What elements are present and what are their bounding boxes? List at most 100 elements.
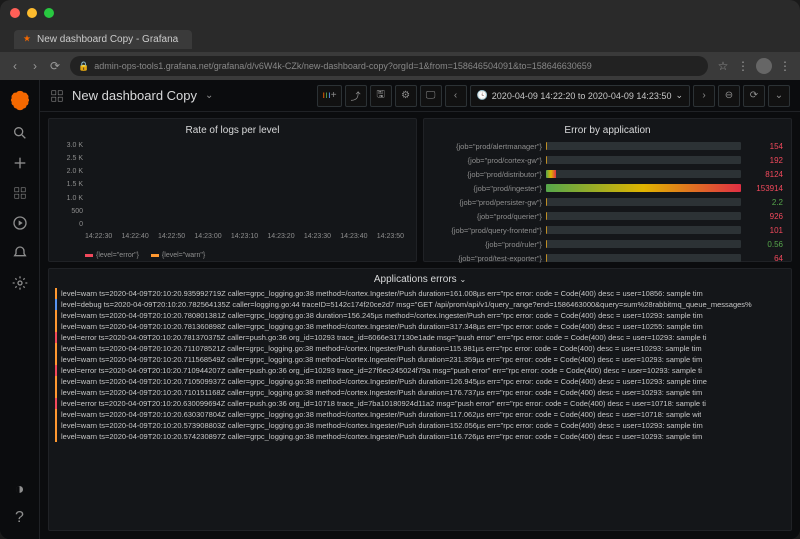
- menu-icon[interactable]: ⋮: [778, 59, 792, 73]
- app-value: 64: [745, 254, 783, 263]
- log-line[interactable]: level=warn ts=2020-04-09T20:10:20.780801…: [55, 310, 785, 321]
- app-bar: [546, 254, 741, 262]
- back-icon[interactable]: ‹: [8, 59, 22, 73]
- app-bar: [546, 156, 741, 164]
- dashboard-title[interactable]: New dashboard Copy: [72, 88, 197, 103]
- time-range-text: 2020-04-09 14:22:20 to 2020-04-09 14:23:…: [492, 91, 672, 101]
- log-line[interactable]: level=warn ts=2020-04-09T20:10:20.630307…: [55, 409, 785, 420]
- app-label: {job="prod/persister-gw"}: [432, 198, 542, 207]
- log-line[interactable]: level=error ts=2020-04-09T20:10:20.71094…: [55, 365, 785, 376]
- log-text: level=warn ts=2020-04-09T20:10:20.710151…: [61, 387, 702, 398]
- app-row[interactable]: {job="prod/cortex-gw"}192: [432, 154, 783, 166]
- app-bar: [546, 142, 741, 150]
- app-value: 101: [745, 226, 783, 235]
- chart-legend: {level="error"} {level="warn"}: [57, 250, 408, 259]
- app-row[interactable]: {job="prod/persister-gw"} 2.2: [432, 196, 783, 208]
- app-label: {job="prod/distributor"}: [432, 170, 542, 179]
- cycle-view-button[interactable]: 🖵: [420, 85, 442, 107]
- app-row[interactable]: {job="prod/ruler"} 0.56: [432, 238, 783, 250]
- app-value: 0.56: [745, 240, 783, 249]
- log-line[interactable]: level=warn ts=2020-04-09T20:10:20.710509…: [55, 376, 785, 387]
- reload-icon[interactable]: ⟳: [48, 59, 62, 73]
- log-level-indicator: [55, 387, 57, 398]
- share-button[interactable]: ⤴: [345, 85, 367, 107]
- app-row[interactable]: {job="prod/test-exporter"}64: [432, 252, 783, 264]
- log-line[interactable]: level=error ts=2020-04-09T20:10:20.63009…: [55, 398, 785, 409]
- log-line[interactable]: level=warn ts=2020-04-09T20:10:20.711568…: [55, 354, 785, 365]
- panel-title[interactable]: Applications errors ⌄: [55, 273, 785, 288]
- app-label: {job="prod/ruler"}: [432, 240, 542, 249]
- app-bar: [546, 184, 741, 192]
- legend-item[interactable]: {level="warn"}: [151, 252, 205, 259]
- profile-icon[interactable]: ◑: [11, 481, 29, 499]
- app-row[interactable]: {job="prod/ingester"}153914: [432, 182, 783, 194]
- configuration-icon[interactable]: [11, 274, 29, 292]
- tab-title: New dashboard Copy - Grafana: [37, 34, 178, 45]
- app-value: 2.2: [745, 198, 783, 207]
- refresh-button[interactable]: ⟳: [743, 85, 765, 107]
- explore-icon[interactable]: [11, 214, 29, 232]
- url-text: admin-ops-tools1.grafana.net/grafana/d/v…: [94, 61, 592, 71]
- minimize-window-button[interactable]: [27, 8, 37, 18]
- save-button[interactable]: 🖫: [370, 85, 392, 107]
- star-icon[interactable]: ☆: [716, 59, 730, 73]
- log-text: level=warn ts=2020-04-09T20:10:20.781360…: [61, 321, 703, 332]
- grafana-logo[interactable]: [9, 90, 31, 112]
- log-line[interactable]: level=warn ts=2020-04-09T20:10:20.781360…: [55, 321, 785, 332]
- time-back-button[interactable]: ‹: [445, 85, 467, 107]
- refresh-interval-button[interactable]: ⌄: [768, 85, 790, 107]
- log-level-indicator: [55, 354, 57, 365]
- log-level-indicator: [55, 310, 57, 321]
- x-axis: 14:22:3014:22:4014:22:5014:23:0014:23:10…: [85, 233, 404, 240]
- panel-title[interactable]: Rate of logs per level: [57, 123, 408, 138]
- url-field[interactable]: 🔒 admin-ops-tools1.grafana.net/grafana/d…: [70, 56, 708, 76]
- window-titlebar: [0, 0, 800, 26]
- dashboard-toolbar: New dashboard Copy ⌄ ııı+ ⤴ 🖫 ⚙ 🖵 ‹ 🕓 20…: [40, 80, 800, 112]
- log-line[interactable]: level=warn ts=2020-04-09T20:10:20.935992…: [55, 288, 785, 299]
- create-icon[interactable]: [11, 154, 29, 172]
- legend-item[interactable]: {level="error"}: [85, 252, 139, 259]
- log-level-indicator: [55, 288, 57, 299]
- error-by-application-panel: Error by application {job="prod/alertman…: [423, 118, 792, 262]
- profile-avatar[interactable]: [756, 58, 772, 74]
- panel-title[interactable]: Error by application: [432, 123, 783, 138]
- help-icon[interactable]: ?: [11, 509, 29, 527]
- browser-tab[interactable]: New dashboard Copy - Grafana: [14, 30, 192, 49]
- time-range-picker[interactable]: 🕓 2020-04-09 14:22:20 to 2020-04-09 14:2…: [470, 85, 690, 107]
- log-line[interactable]: level=warn ts=2020-04-09T20:10:20.573908…: [55, 420, 785, 431]
- log-line[interactable]: level=debug ts=2020-04-09T20:10:20.78256…: [55, 299, 785, 310]
- app-row[interactable]: {job="prod/query-frontend"}101: [432, 224, 783, 236]
- app-bar: [546, 212, 741, 220]
- app-value: 154: [745, 142, 783, 151]
- settings-button[interactable]: ⚙: [395, 85, 417, 107]
- app-value: 153914: [745, 184, 783, 193]
- log-level-indicator: [55, 365, 57, 376]
- maximize-window-button[interactable]: [44, 8, 54, 18]
- add-panel-button[interactable]: ııı+: [317, 85, 341, 107]
- close-window-button[interactable]: [10, 8, 20, 18]
- alerting-icon[interactable]: [11, 244, 29, 262]
- chevron-down-icon[interactable]: ⌄: [205, 90, 213, 101]
- log-text: level=warn ts=2020-04-09T20:10:20.711078…: [61, 343, 702, 354]
- log-line[interactable]: level=warn ts=2020-04-09T20:10:20.711078…: [55, 343, 785, 354]
- app-row[interactable]: {job="prod/alertmanager"}154: [432, 140, 783, 152]
- log-level-indicator: [55, 409, 57, 420]
- grafana-favicon: [22, 34, 32, 44]
- app-value: 8124: [745, 170, 783, 179]
- forward-icon[interactable]: ›: [28, 59, 42, 73]
- log-text: level=warn ts=2020-04-09T20:10:20.573908…: [61, 420, 703, 431]
- log-line[interactable]: level=warn ts=2020-04-09T20:10:20.574230…: [55, 431, 785, 442]
- applications-errors-panel: Applications errors ⌄ level=warn ts=2020…: [48, 268, 792, 531]
- app-row[interactable]: {job="prod/distributor"} 8124: [432, 168, 783, 180]
- time-forward-button[interactable]: ›: [693, 85, 715, 107]
- search-icon[interactable]: [11, 124, 29, 142]
- bar-chart: 3.0 K2.5 K2.0 K1.5 K1.0 K5000 14:22:3014…: [57, 138, 408, 250]
- dashboards-icon[interactable]: [11, 184, 29, 202]
- app-row[interactable]: {job="prod/querier"}926: [432, 210, 783, 222]
- log-line[interactable]: level=error ts=2020-04-09T20:10:20.78137…: [55, 332, 785, 343]
- extensions-icon[interactable]: ⋮: [736, 59, 750, 73]
- chevron-down-icon: ⌄: [675, 90, 683, 101]
- log-line[interactable]: level=warn ts=2020-04-09T20:10:20.710151…: [55, 387, 785, 398]
- zoom-out-button[interactable]: ⊖: [718, 85, 740, 107]
- log-text: level=error ts=2020-04-09T20:10:20.63009…: [61, 398, 706, 409]
